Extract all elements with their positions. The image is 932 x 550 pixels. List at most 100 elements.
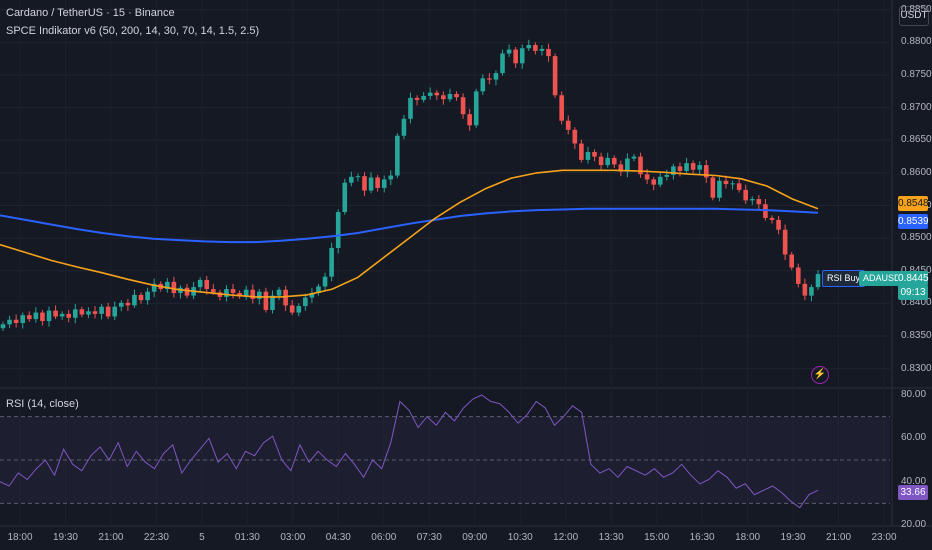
candle-body: [552, 56, 558, 96]
candle-body: [257, 291, 262, 299]
candle-body: [605, 157, 610, 166]
time-tick-label: 5: [199, 532, 205, 543]
ma200-price-tag: 0.8539: [898, 214, 929, 229]
candle-body: [322, 276, 328, 287]
candle-body: [625, 158, 630, 172]
candle-body: [112, 306, 118, 317]
lightning-icon[interactable]: ⚡: [811, 366, 829, 384]
candle-body: [395, 135, 400, 176]
currency-button[interactable]: USDT: [899, 6, 929, 26]
candle-body: [151, 283, 157, 292]
chart-title[interactable]: Cardano / TetherUS · 15 · Binance: [6, 7, 175, 19]
candle-body: [303, 297, 308, 307]
price-tick-label: 0.8650: [901, 134, 932, 146]
time-tick-label: 03:00: [280, 532, 306, 543]
candlestick-series: [0, 39, 821, 331]
candle-body: [125, 302, 131, 306]
candle-body: [526, 45, 532, 49]
price-tick-label: 0.8350: [901, 330, 932, 342]
time-tick-label: 04:30: [325, 532, 351, 543]
candle-body: [559, 95, 564, 121]
candle-body: [276, 289, 282, 296]
candle-body: [618, 164, 624, 172]
candle-body: [723, 180, 729, 185]
candle-body: [565, 120, 571, 130]
candle-body: [250, 289, 256, 299]
candle-body: [342, 182, 348, 213]
time-tick-label: 06:00: [371, 532, 397, 543]
price-tick-label: 0.8400: [901, 297, 932, 309]
candle-body: [99, 306, 104, 314]
candle-body: [270, 295, 275, 310]
candle-body: [703, 165, 709, 178]
candle-body: [789, 254, 795, 268]
candle-body: [204, 279, 210, 290]
candle-body: [388, 175, 394, 180]
candle-body: [263, 291, 269, 310]
candle-body: [782, 229, 788, 255]
candle-body: [447, 93, 453, 100]
candle-body: [454, 93, 459, 98]
rsi-tick-label: 40.00: [901, 475, 927, 487]
candle-body: [519, 48, 525, 64]
candle-body: [59, 313, 65, 317]
candle-body: [473, 91, 479, 126]
candle-body: [408, 97, 413, 119]
candle-body: [572, 129, 578, 144]
time-tick-label: 01:30: [234, 532, 260, 543]
candle-body: [138, 294, 144, 301]
candle-body: [211, 289, 216, 293]
candle-body: [362, 176, 367, 191]
time-tick-label: 18:00: [7, 532, 33, 543]
time-tick-label: 21:00: [98, 532, 124, 543]
time-tick-label: 07:30: [416, 532, 442, 543]
candle-body: [769, 217, 775, 220]
candle-body: [289, 305, 295, 313]
candle-body: [349, 176, 354, 183]
candle-body: [631, 156, 637, 159]
candle-body: [381, 179, 387, 188]
candle-body: [368, 177, 374, 191]
candle-body: [684, 163, 689, 171]
candle-body: [20, 315, 26, 324]
rsi-buy-signal[interactable]: RSI Buy: [822, 270, 866, 287]
candle-body: [815, 274, 821, 288]
symbol-tag: ADAUSDT: [859, 271, 911, 286]
rsi-value-tag: 33.66: [898, 485, 928, 500]
price-tick-label: 0.8850: [901, 3, 932, 15]
candle-body: [243, 289, 249, 297]
candle-body: [533, 45, 538, 51]
candle-body: [809, 287, 814, 296]
candle-body: [375, 177, 380, 188]
candle-body: [592, 152, 597, 157]
candle-body: [86, 311, 91, 315]
rsi-title[interactable]: RSI (14, close): [6, 398, 79, 410]
candle-body: [506, 49, 512, 54]
candle-body: [467, 114, 472, 126]
candle-body: [309, 292, 315, 298]
candle-body: [72, 309, 78, 318]
candle-body: [493, 73, 499, 80]
candle-body: [46, 310, 52, 322]
candle-body: [237, 292, 242, 297]
candle-body: [441, 95, 446, 100]
candle-body: [401, 118, 407, 136]
candle-body: [651, 179, 656, 185]
candle-body: [92, 311, 98, 314]
candle-body: [53, 310, 58, 317]
candle-body: [802, 283, 808, 296]
price-tick-label: 0.8500: [901, 232, 932, 244]
candle-body: [749, 199, 755, 201]
candle-body: [296, 306, 302, 313]
candle-body: [427, 92, 433, 96]
candle-body: [105, 306, 111, 317]
candle-body: [730, 183, 735, 185]
candle-body: [579, 143, 584, 160]
candle-body: [197, 279, 203, 288]
last-price-tag: 0.8445: [898, 271, 929, 286]
candle-body: [500, 53, 505, 74]
indicator-label[interactable]: SPCE Indikator v6 (50, 200, 14, 30, 70, …: [6, 25, 260, 37]
candle-body: [0, 324, 6, 329]
candle-body: [421, 95, 426, 100]
